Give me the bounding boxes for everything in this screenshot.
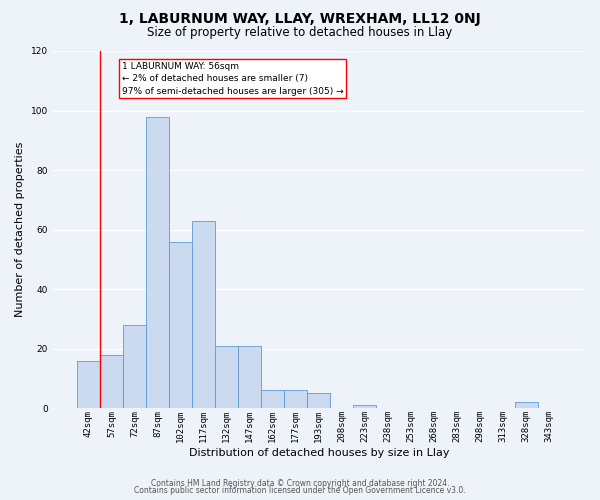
X-axis label: Distribution of detached houses by size in Llay: Distribution of detached houses by size … [188, 448, 449, 458]
Bar [238, 346, 261, 408]
Y-axis label: Number of detached properties: Number of detached properties [15, 142, 25, 318]
Text: Size of property relative to detached houses in Llay: Size of property relative to detached ho… [148, 26, 452, 39]
Bar [353, 406, 376, 408]
Bar [123, 325, 146, 408]
Bar [192, 220, 215, 408]
Bar [77, 360, 100, 408]
Bar [307, 394, 331, 408]
Bar [261, 390, 284, 408]
Bar [169, 242, 192, 408]
Bar [100, 354, 123, 408]
Bar [215, 346, 238, 408]
Text: 1, LABURNUM WAY, LLAY, WREXHAM, LL12 0NJ: 1, LABURNUM WAY, LLAY, WREXHAM, LL12 0NJ [119, 12, 481, 26]
Text: Contains HM Land Registry data © Crown copyright and database right 2024.: Contains HM Land Registry data © Crown c… [151, 478, 449, 488]
Bar [284, 390, 307, 408]
Bar [146, 116, 169, 408]
Bar [515, 402, 538, 408]
Text: 1 LABURNUM WAY: 56sqm
← 2% of detached houses are smaller (7)
97% of semi-detach: 1 LABURNUM WAY: 56sqm ← 2% of detached h… [122, 62, 343, 96]
Text: Contains public sector information licensed under the Open Government Licence v3: Contains public sector information licen… [134, 486, 466, 495]
